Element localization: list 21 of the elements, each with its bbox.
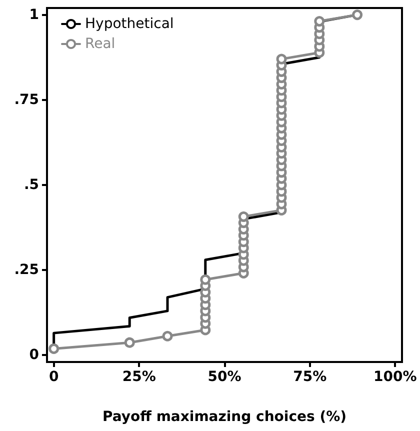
point (162, 330, 173, 342)
point (200, 274, 211, 285)
x-tick-label: 25% (122, 369, 156, 385)
point (276, 54, 287, 64)
y-tick-label: 0 (29, 347, 40, 364)
legend-label: Real (85, 36, 116, 52)
point (48, 343, 60, 354)
point (314, 16, 325, 27)
y-tick-label: .25 (14, 262, 39, 278)
x-tick-label: 100% (374, 369, 417, 385)
y-tick-label: 1 (29, 6, 39, 23)
x-tick-label: 0 (48, 369, 59, 385)
point (352, 10, 363, 20)
x-tick-label: 75% (293, 369, 327, 385)
x-axis-title: Payoff maximazing choices (%) (102, 409, 347, 425)
point (124, 337, 135, 348)
x-tick-label: 50% (208, 369, 242, 385)
legend-label: Hypothetical (85, 16, 174, 32)
y-tick-label: .75 (14, 92, 39, 108)
point (238, 211, 249, 222)
y-tick-label: .5 (24, 177, 39, 193)
